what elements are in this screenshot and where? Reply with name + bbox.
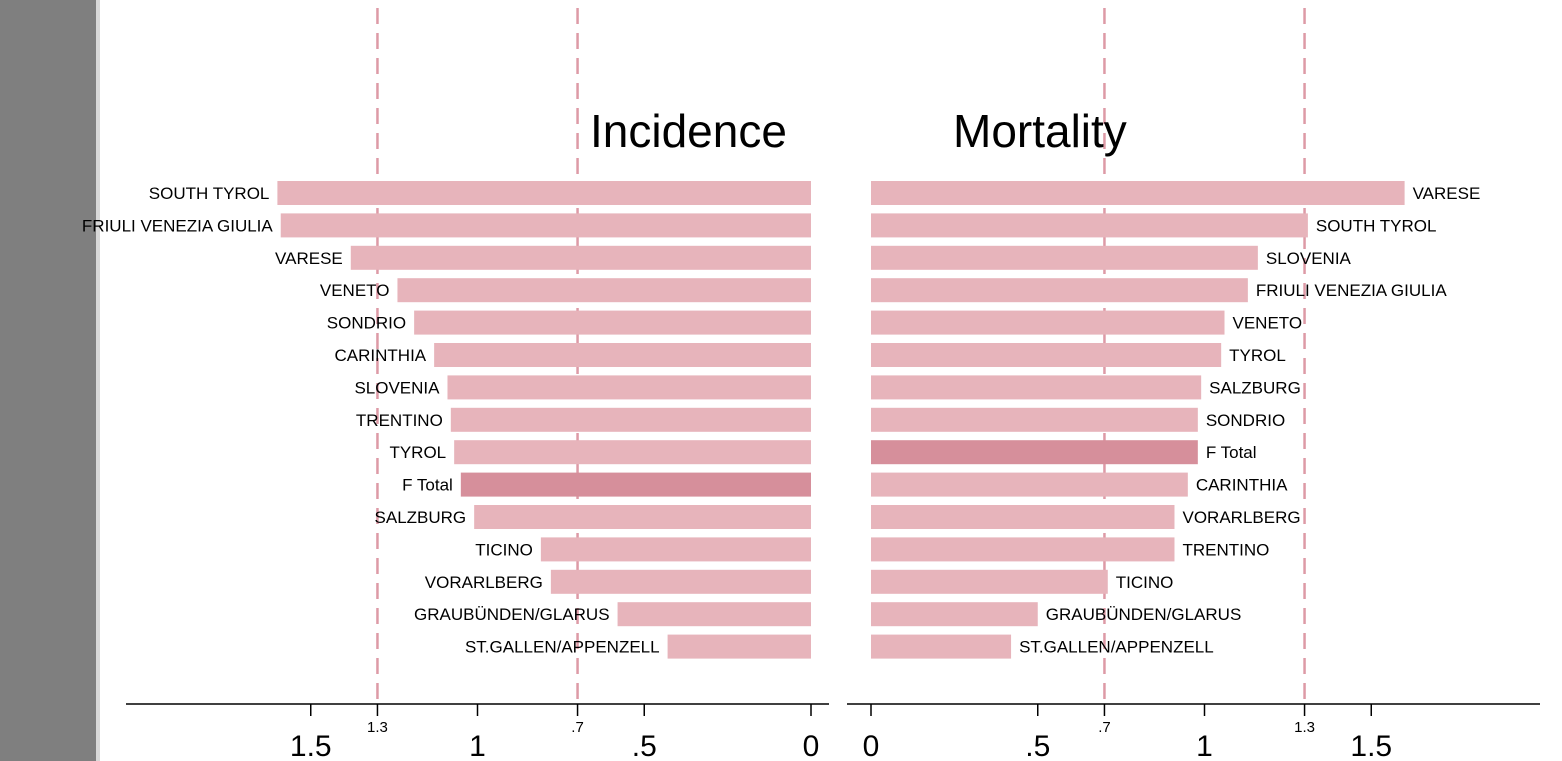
mortality-tick-label-3: 1 <box>1196 730 1213 761</box>
incidence-tick-label-1: 1.3 <box>367 719 388 736</box>
incidence-tick-label-4: .5 <box>632 730 657 761</box>
mortality-tick-label-4: 1.3 <box>1294 719 1315 736</box>
left-sidebar-edge <box>96 0 100 761</box>
incidence-bar-11 <box>540 537 811 562</box>
mortality-label-8: F Total <box>1206 443 1257 462</box>
mortality-label-1: SOUTH TYROL <box>1316 216 1437 235</box>
mortality-label-0: VARESE <box>1413 184 1481 203</box>
incidence-bar-12 <box>550 569 811 594</box>
incidence-label-6: SLOVENIA <box>354 378 440 397</box>
mortality-label-2: SLOVENIA <box>1266 249 1352 268</box>
mortality-bar-8 <box>871 440 1198 465</box>
mortality-bar-4 <box>871 310 1225 335</box>
incidence-bar-6 <box>447 375 811 400</box>
mortality-label-4: VENETO <box>1233 314 1303 333</box>
incidence-tick-label-0: 1.5 <box>290 730 332 761</box>
incidence-label-10: SALZBURG <box>375 508 467 527</box>
incidence-label-4: SONDRIO <box>327 314 406 333</box>
incidence-bar-5 <box>434 343 811 367</box>
mortality-bar-6 <box>871 375 1202 400</box>
incidence-label-8: TYROL <box>389 443 446 462</box>
incidence-bar-3 <box>397 278 811 303</box>
mortality-label-10: VORARLBERG <box>1182 508 1300 527</box>
incidence-label-2: VARESE <box>275 249 343 268</box>
mortality-bar-13 <box>871 602 1038 627</box>
mortality-label-14: ST.GALLEN/APPENZELL <box>1019 638 1214 657</box>
mortality-tick-label-1: .5 <box>1025 730 1050 761</box>
mortality-bar-3 <box>871 278 1248 303</box>
incidence-label-13: GRAUBÜNDEN/GLARUS <box>414 605 610 624</box>
mortality-bar-7 <box>871 407 1198 432</box>
incidence-label-0: SOUTH TYROL <box>149 184 270 203</box>
mortality-label-13: GRAUBÜNDEN/GLARUS <box>1046 605 1242 624</box>
mortality-tick-label-0: 0 <box>863 730 880 761</box>
incidence-tick-label-3: .7 <box>571 719 584 736</box>
incidence-label-7: TRENTINO <box>356 411 443 430</box>
mortality-bar-11 <box>871 537 1175 562</box>
incidence-label-1: FRIULI VENEZIA GIULIA <box>82 216 273 235</box>
mortality-bar-0 <box>871 181 1405 205</box>
incidence-bar-2 <box>350 245 811 270</box>
axes-layer: 1.5 1.3 1 .7 .5 0 0 .5 .7 1 1.3 1.5 <box>126 703 1540 761</box>
mortality-label-5: TYROL <box>1229 346 1286 365</box>
incidence-tick-label-2: 1 <box>469 730 486 761</box>
mortality-title: Mortality <box>953 105 1127 157</box>
mortality-label-6: SALZBURG <box>1209 378 1301 397</box>
mortality-label-11: TRENTINO <box>1182 540 1269 559</box>
incidence-bar-9 <box>460 472 811 497</box>
incidence-bar-4 <box>414 310 811 335</box>
mortality-label-3: FRIULI VENEZIA GIULIA <box>1256 281 1447 300</box>
mortality-label-12: TICINO <box>1116 573 1174 592</box>
incidence-bar-10 <box>474 505 811 529</box>
incidence-label-12: VORARLBERG <box>425 573 543 592</box>
incidence-bar-14 <box>667 634 811 659</box>
mortality-bar-1 <box>871 213 1308 238</box>
mortality-bar-5 <box>871 343 1222 367</box>
mortality-tick-label-5: 1.5 <box>1350 730 1392 761</box>
incidence-tick-label-5: 0 <box>803 730 820 761</box>
incidence-label-3: VENETO <box>320 281 390 300</box>
mortality-label-7: SONDRIO <box>1206 411 1285 430</box>
mortality-bar-9 <box>871 472 1188 497</box>
incidence-bar-0 <box>277 181 811 205</box>
incidence-title: Incidence <box>590 105 787 157</box>
left-sidebar <box>0 0 96 761</box>
incidence-bar-8 <box>454 440 811 465</box>
incidence-label-9: F Total <box>402 476 453 495</box>
incidence-label-11: TICINO <box>475 540 533 559</box>
mortality-bar-10 <box>871 505 1175 529</box>
incidence-bar-7 <box>450 407 811 432</box>
incidence-label-14: ST.GALLEN/APPENZELL <box>465 638 660 657</box>
mortality-tick-label-2: .7 <box>1098 719 1111 736</box>
incidence-bar-1 <box>280 213 811 238</box>
mortality-bar-12 <box>871 569 1108 594</box>
mortality-bar-14 <box>871 634 1012 659</box>
incidence-label-5: CARINTHIA <box>335 346 427 365</box>
mortality-bar-2 <box>871 245 1258 270</box>
bars-layer <box>277 181 1405 659</box>
mortality-label-9: CARINTHIA <box>1196 476 1288 495</box>
incidence-bar-13 <box>617 602 811 627</box>
